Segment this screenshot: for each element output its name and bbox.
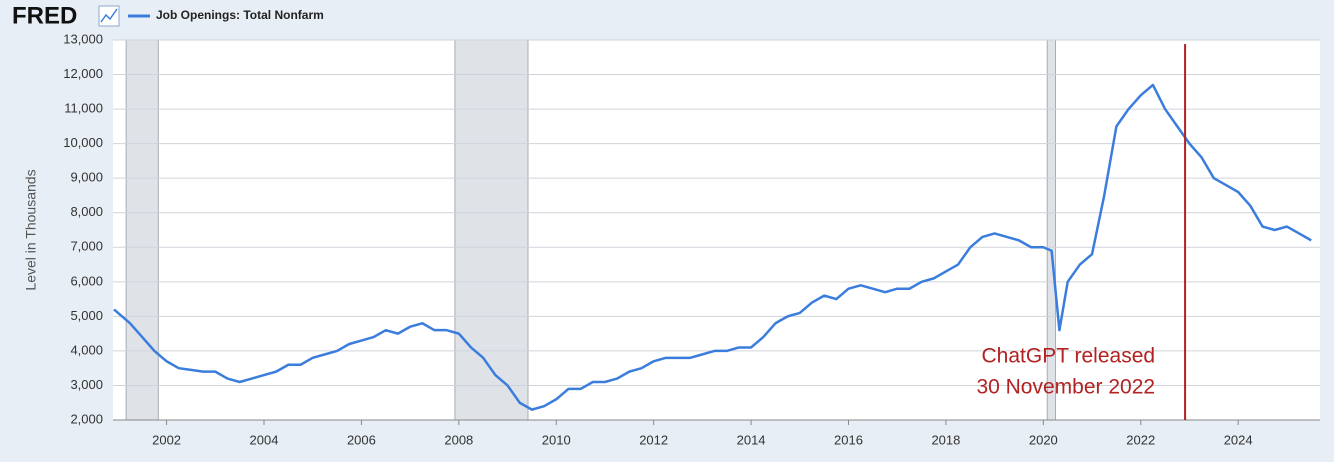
recession-band (125, 39, 159, 421)
x-tick-label: 2004 (250, 432, 279, 447)
x-tick-label: 2006 (347, 432, 376, 447)
y-tick-label: 7,000 (70, 239, 103, 254)
logo: FRED (12, 2, 77, 29)
y-tick-label: 11,000 (64, 101, 103, 116)
x-tick-label: 2008 (444, 432, 473, 447)
y-tick-label: 10,000 (63, 135, 103, 150)
y-tick-label: 8,000 (70, 204, 103, 219)
x-tick-label: 2002 (152, 432, 181, 447)
y-tick-label: 2,000 (70, 411, 103, 426)
series-line (113, 83, 1312, 411)
x-tick-label: 2024 (1224, 432, 1253, 447)
x-tick-label: 2014 (737, 432, 766, 447)
y-tick-label: 13,000 (63, 31, 103, 46)
x-tick-label: 2012 (639, 432, 668, 447)
y-axis-label: Level in Thousands (23, 169, 39, 290)
logo-icon (98, 5, 120, 27)
y-tick-label: 5,000 (70, 308, 103, 323)
legend-label: Job Openings: Total Nonfarm (156, 8, 324, 22)
y-tick-label: 3,000 (70, 377, 103, 392)
y-tick-label: 4,000 (70, 342, 103, 357)
x-tick-label: 2010 (542, 432, 571, 447)
y-tick-label: 9,000 (70, 170, 103, 185)
x-tick-label: 2018 (931, 432, 960, 447)
x-tick-label: 2020 (1029, 432, 1058, 447)
annotation-text: 30 November 2022 (976, 376, 1155, 399)
y-tick-label: 6,000 (70, 273, 103, 288)
annotation-text: ChatGPT released (982, 345, 1156, 368)
y-tick-label: 12,000 (63, 66, 103, 81)
recession-band (454, 39, 529, 421)
x-tick-label: 2022 (1126, 432, 1155, 447)
x-tick-label: 2016 (834, 432, 863, 447)
